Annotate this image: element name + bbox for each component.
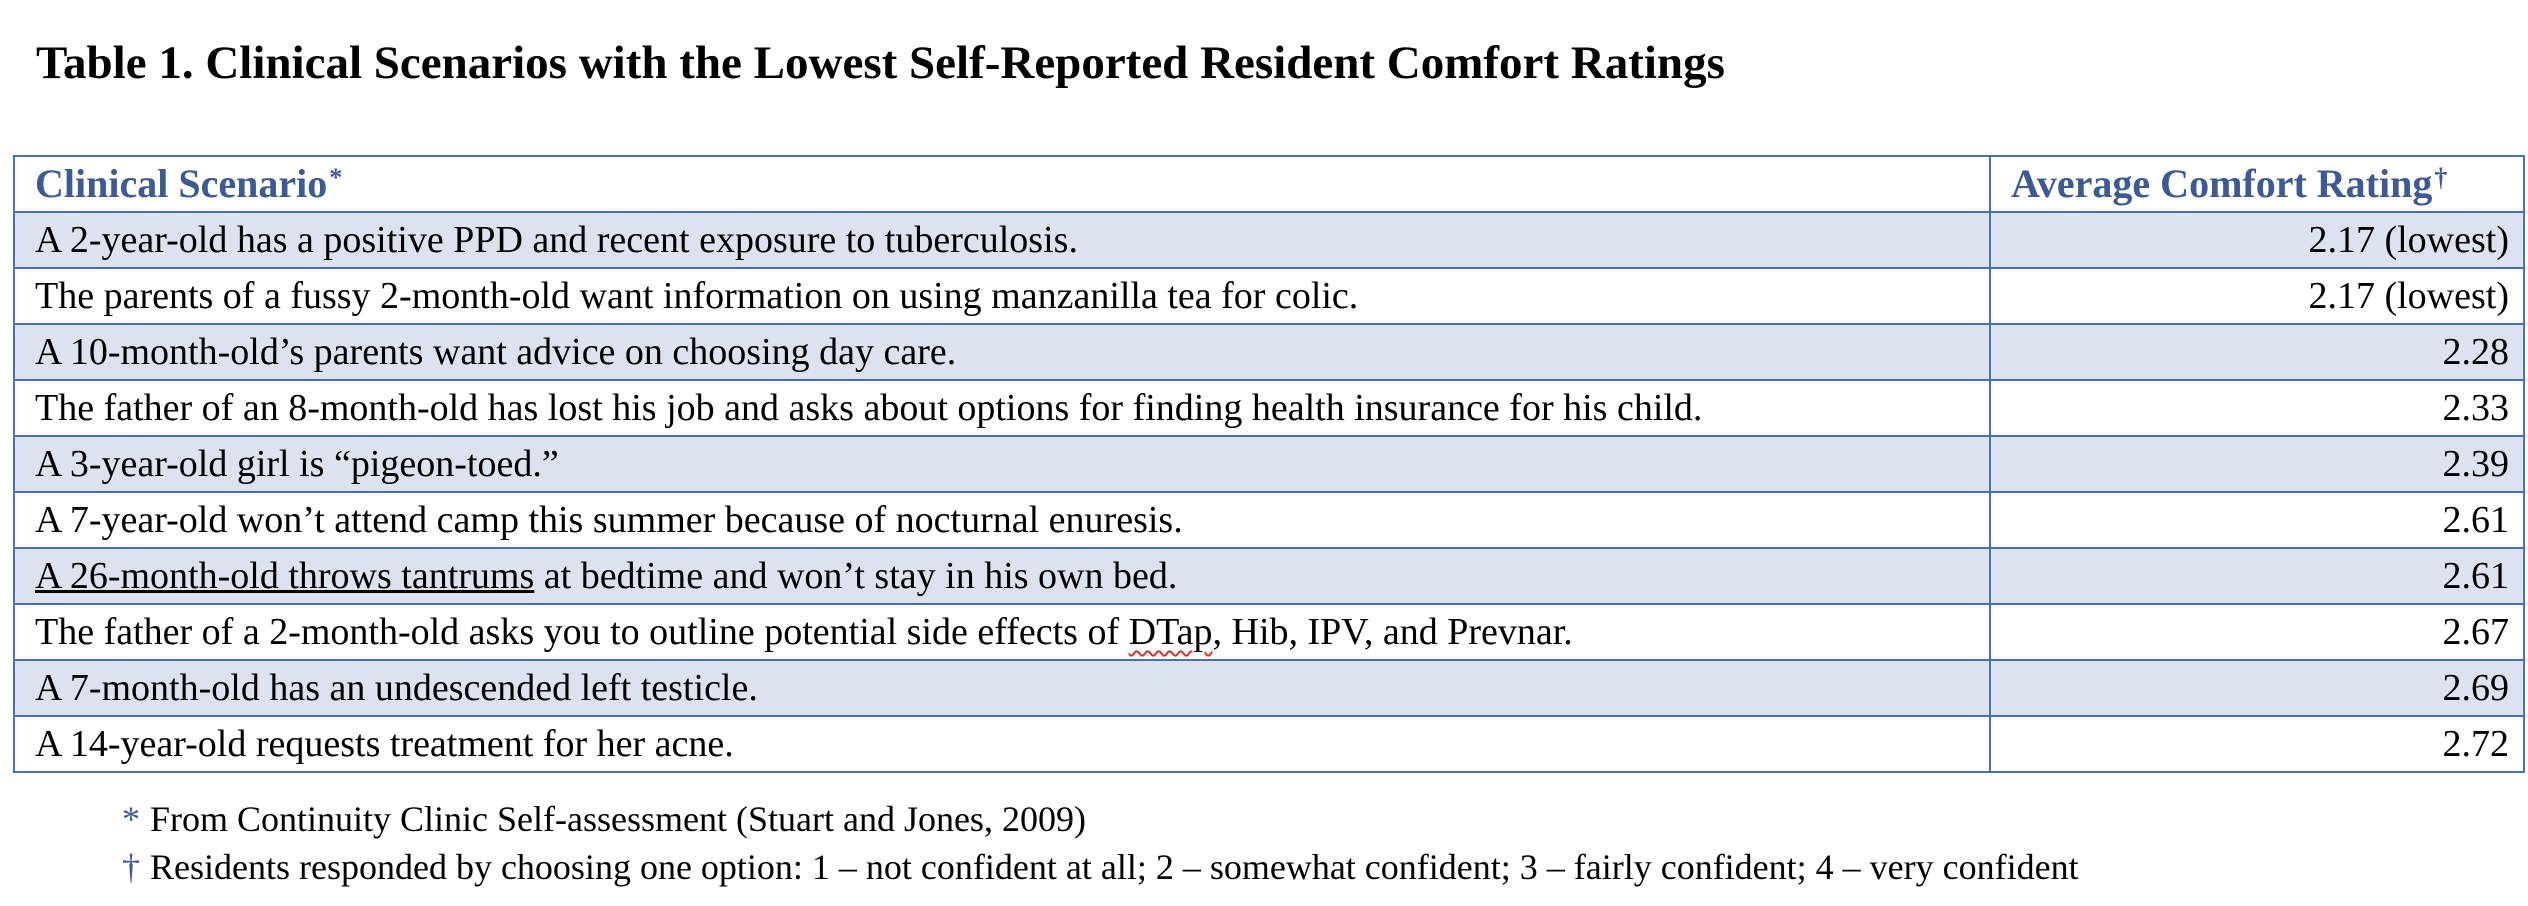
header-rating-footnote-mark: † (2434, 163, 2448, 192)
table-title: Table 1. Clinical Scenarios with the Low… (36, 37, 1725, 89)
scenario-text: at bedtime and won’t stay in his own bed… (534, 555, 1178, 597)
scenario-cell: The parents of a fussy 2-month-old want … (13, 267, 1991, 325)
rating-cell: 2.61 (1989, 547, 2525, 605)
table-row: The parents of a fussy 2-month-old want … (13, 267, 2525, 325)
scenario-cell: The father of an 8-month-old has lost hi… (13, 379, 1991, 437)
footnote-rating-scale: † Residents responded by choosing one opt… (122, 843, 2079, 891)
spellcheck-flagged-word: DTap (1128, 611, 1213, 653)
header-row: Clinical Scenario* Average Comfort Ratin… (13, 155, 2525, 213)
table-footnotes: * From Continuity Clinic Self-assessment … (122, 795, 2079, 891)
rating-cell: 2.33 (1989, 379, 2525, 437)
header-average-comfort-rating: Average Comfort Rating† (1989, 155, 2525, 213)
table-row: A 10-month-old’s parents want advice on … (13, 323, 2525, 381)
rating-cell: 2.17 (lowest) (1989, 211, 2525, 269)
table-row: A 14-year-old requests treatment for her… (13, 715, 2525, 773)
scenario-text: The father of a 2-month-old asks you to … (35, 611, 1129, 653)
header-scenario-footnote-mark: * (329, 163, 343, 192)
scenario-underlined-text: A 26-month-old throws tantrums (35, 555, 535, 597)
rating-cell: 2.67 (1989, 603, 2525, 661)
scenario-cell: A 26-month-old throws tantrums at bedtim… (13, 547, 1991, 605)
footnote-text: From Continuity Clinic Self-assessment (… (150, 799, 1086, 839)
scenario-cell: A 7-year-old won’t attend camp this summ… (13, 491, 1991, 549)
rating-cell: 2.72 (1989, 715, 2525, 773)
rating-cell: 2.17 (lowest) (1989, 267, 2525, 325)
header-scenario-label: Clinical Scenario (35, 161, 328, 206)
table-row: A 3-year-old girl is “pigeon-toed.” 2.39 (13, 435, 2525, 493)
table-row: A 26-month-old throws tantrums at bedtim… (13, 547, 2525, 605)
footnote-asterisk-mark: * (122, 799, 140, 839)
comfort-ratings-table: Clinical Scenario* Average Comfort Ratin… (13, 155, 2525, 773)
header-rating-label: Average Comfort Rating (2011, 161, 2433, 206)
scenario-text-end: , Hib, IPV, and Prevnar. (1212, 611, 1573, 653)
table-row: The father of an 8-month-old has lost hi… (13, 379, 2525, 437)
rating-cell: 2.39 (1989, 435, 2525, 493)
scenario-cell: A 2-year-old has a positive PPD and rece… (13, 211, 1991, 269)
scenario-cell: A 7-month-old has an undescended left te… (13, 659, 1991, 717)
scenario-cell: A 3-year-old girl is “pigeon-toed.” (13, 435, 1991, 493)
scenario-cell: The father of a 2-month-old asks you to … (13, 603, 1991, 661)
table-row: A 7-year-old won’t attend camp this summ… (13, 491, 2525, 549)
table-row: The father of a 2-month-old asks you to … (13, 603, 2525, 661)
table-row: A 2-year-old has a positive PPD and rece… (13, 211, 2525, 269)
footnote-text: Residents responded by choosing one opti… (150, 847, 2079, 887)
rating-cell: 2.28 (1989, 323, 2525, 381)
scenario-cell: A 10-month-old’s parents want advice on … (13, 323, 1991, 381)
table-row: A 7-month-old has an undescended left te… (13, 659, 2525, 717)
rating-cell: 2.61 (1989, 491, 2525, 549)
scenario-cell: A 14-year-old requests treatment for her… (13, 715, 1991, 773)
header-clinical-scenario: Clinical Scenario* (13, 155, 1991, 213)
rating-cell: 2.69 (1989, 659, 2525, 717)
footnote-source: * From Continuity Clinic Self-assessment … (122, 795, 2079, 843)
footnote-dagger-mark: † (122, 847, 140, 887)
